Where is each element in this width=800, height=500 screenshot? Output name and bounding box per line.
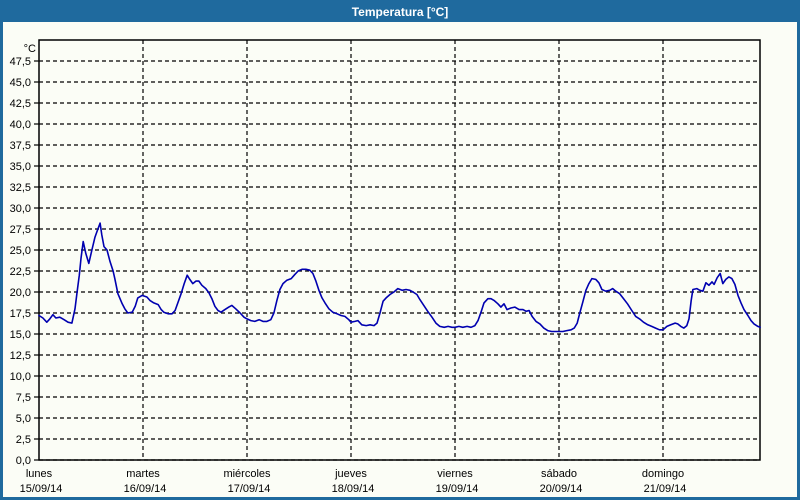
day-date-label: 15/09/14 <box>20 483 63 495</box>
y-tick-label: 2,5 <box>16 434 31 446</box>
day-name-label: miércoles <box>223 468 271 480</box>
y-tick-label: 45,0 <box>10 77 31 89</box>
day-name-label: sábado <box>541 468 577 480</box>
x-gridlines <box>142 40 664 460</box>
chart-area: 47,5 45,0 42,5 40,0 37,5 35,0 32,5 30,0 27,5 25,0… <box>3 22 797 497</box>
day-date-label: 20/09/14 <box>540 483 583 495</box>
day-date-label: 17/09/14 <box>228 483 271 495</box>
window-titlebar[interactable]: Temperatura [°C] <box>3 3 797 22</box>
day-name-label: lunes <box>26 468 53 480</box>
day-date-label: 21/09/14 <box>644 483 687 495</box>
x-day-labels: lunes 15/09/14 martes 16/09/14 miércoles 17/0… <box>20 468 687 495</box>
y-tick-label: 7,5 <box>16 392 31 404</box>
plot-frame <box>38 39 761 461</box>
y-axis-unit-label: °C <box>24 43 36 55</box>
y-tick-label: 42,5 <box>10 98 31 110</box>
day-date-label: 19/09/14 <box>436 483 479 495</box>
day-date-label: 18/09/14 <box>332 483 375 495</box>
y-tick-label: 30,0 <box>10 203 31 215</box>
day-name-label: domingo <box>642 468 684 480</box>
temperature-series-line <box>38 222 761 333</box>
y-tick-label: 27,5 <box>10 224 31 236</box>
day-name-label: jueves <box>334 468 367 480</box>
y-tick-label: 25,0 <box>10 245 31 257</box>
y-tick-label: 32,5 <box>10 182 31 194</box>
temperature-line-chart: 47,5 45,0 42,5 40,0 37,5 35,0 32,5 30,0 27,5 25,0… <box>10 39 761 495</box>
y-tick-label: 17,5 <box>10 308 31 320</box>
day-name-label: martes <box>126 468 160 480</box>
day-name-label: viernes <box>437 468 473 480</box>
y-tick-label: 5,0 <box>16 413 31 425</box>
y-tick-label: 15,0 <box>10 329 31 341</box>
y-tick-label: 40,0 <box>10 119 31 131</box>
window-title: Temperatura [°C] <box>351 5 449 19</box>
y-tick-label: 47,5 <box>10 56 31 68</box>
y-gridlines-and-labels: 47,5 45,0 42,5 40,0 37,5 35,0 32,5 30,0 27,5 25,0… <box>10 43 760 467</box>
y-tick-label: 10,0 <box>10 371 31 383</box>
y-tick-label: 20,0 <box>10 287 31 299</box>
y-tick-label: 22,5 <box>10 266 31 278</box>
day-date-label: 16/09/14 <box>124 483 167 495</box>
y-tick-label: 0,0 <box>16 455 31 467</box>
y-tick-label: 35,0 <box>10 161 31 173</box>
y-tick-label: 12,5 <box>10 350 31 362</box>
y-tick-label: 37,5 <box>10 140 31 152</box>
